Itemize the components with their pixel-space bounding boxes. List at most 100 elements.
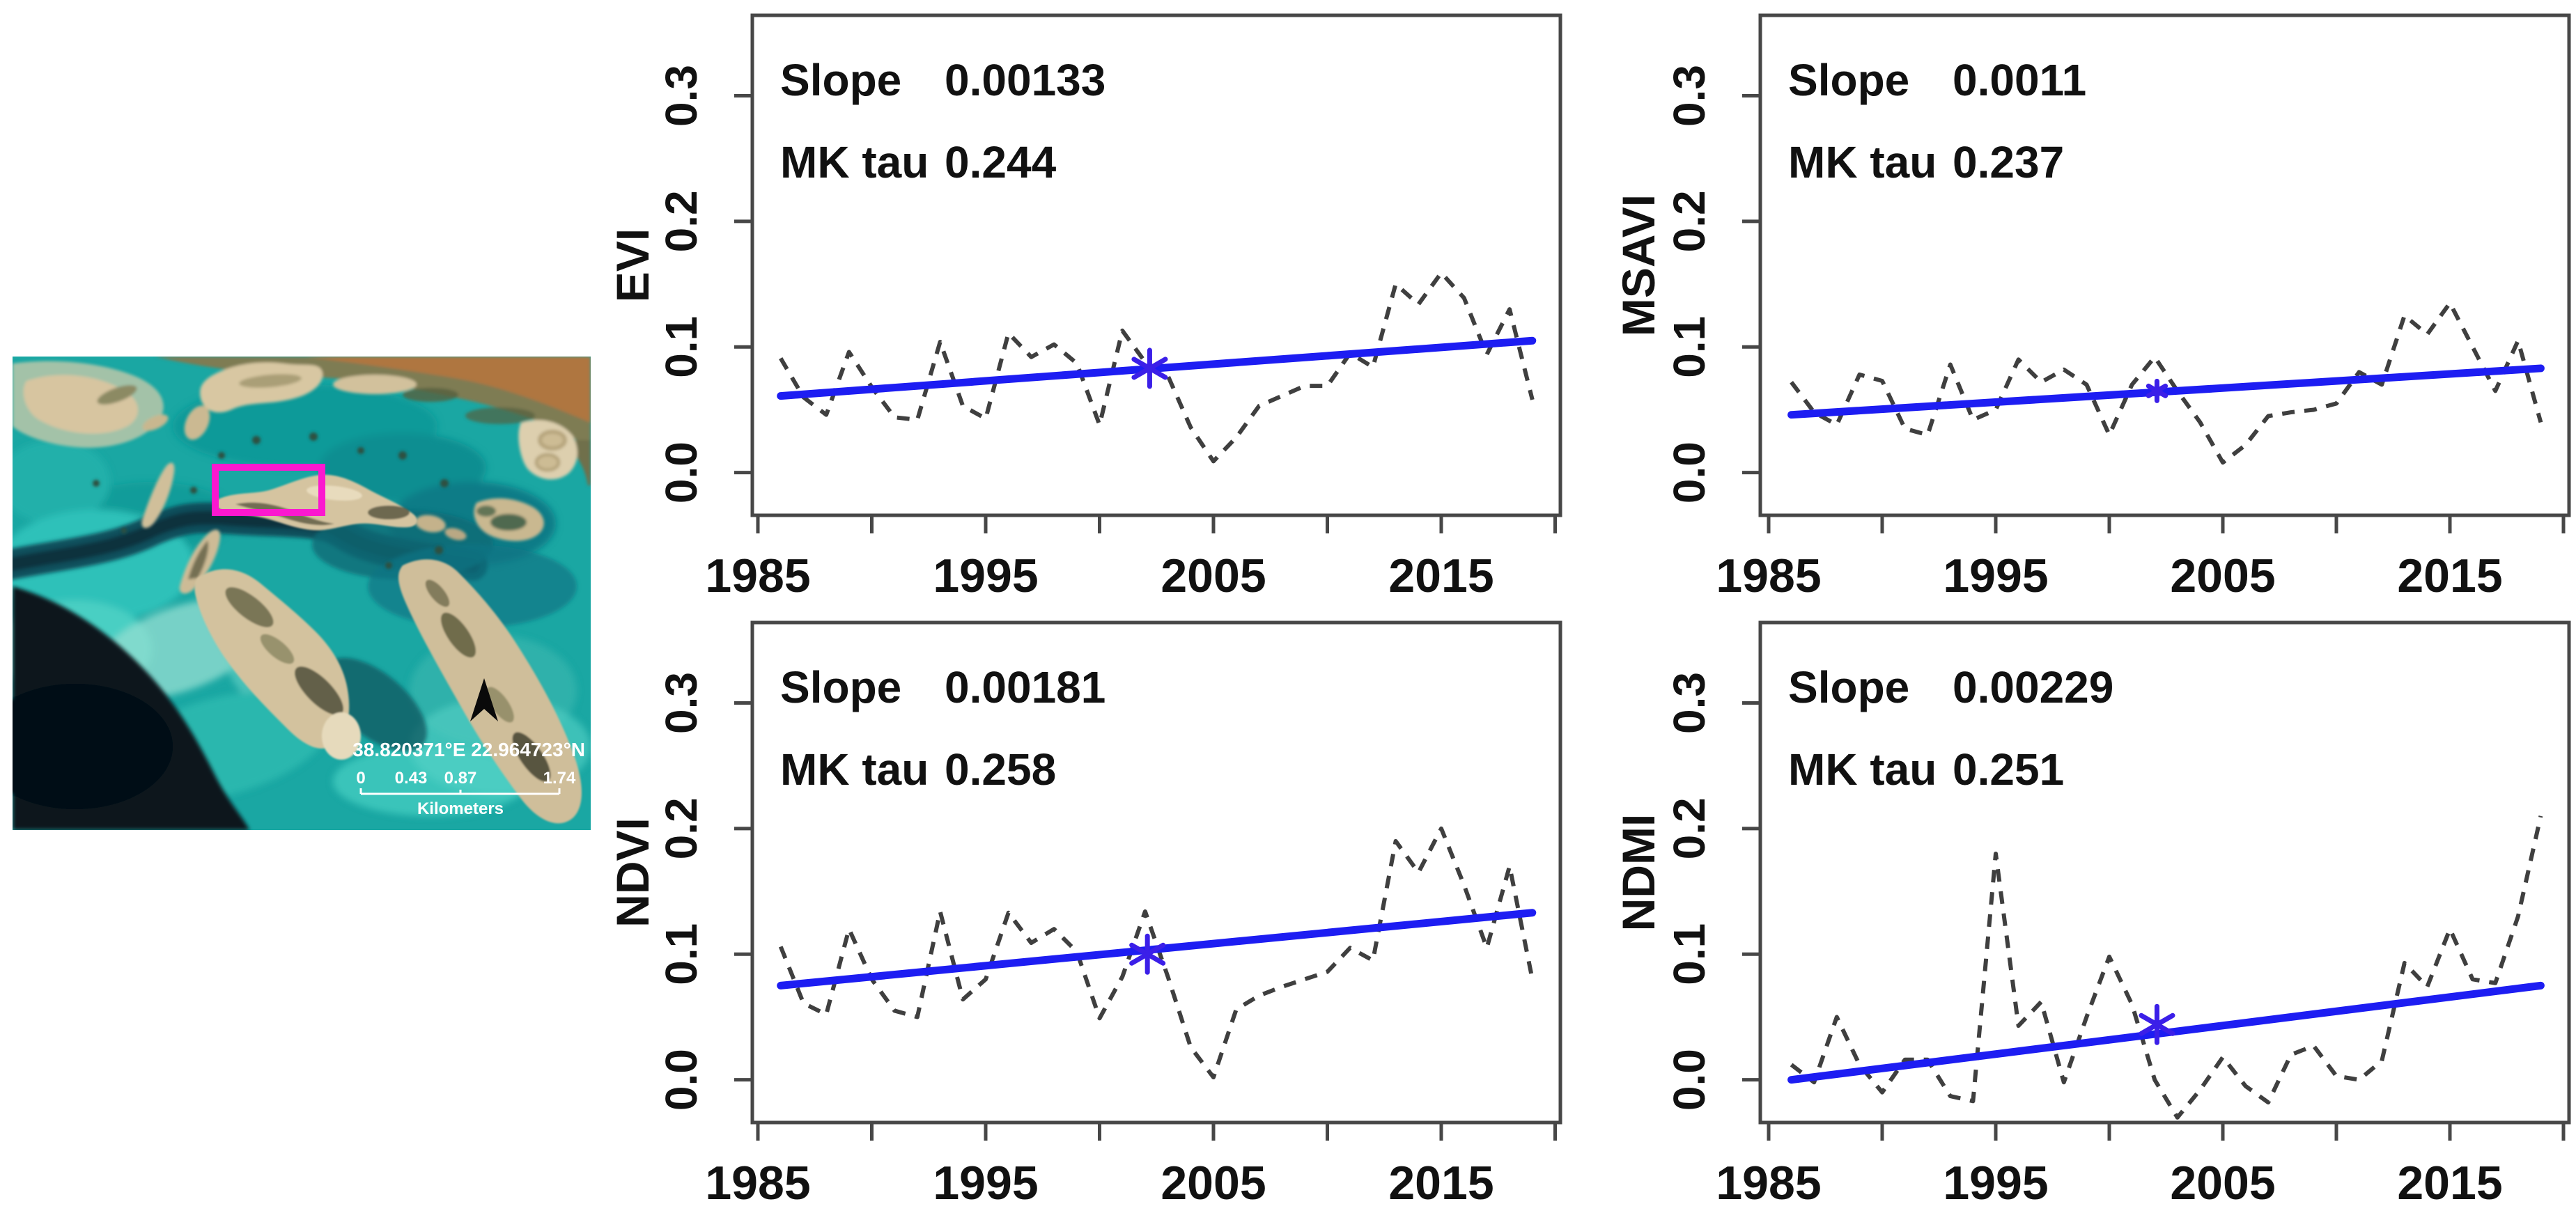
map-terrain-shape (440, 479, 449, 487)
map-terrain-shape (359, 788, 561, 795)
map-terrain-shape (534, 453, 561, 472)
y-axis-title-ndmi: NDMI (1613, 813, 1664, 932)
map-terrain-shape (323, 657, 427, 752)
x-axis-tick-label: 1985 (705, 549, 810, 602)
map-terrain-shape (121, 528, 127, 533)
y-axis-tick-label: 0.3 (656, 672, 706, 734)
x-axis-tick-label: 2015 (2397, 549, 2502, 602)
map-terrain-shape (476, 506, 496, 517)
slope-value: 0.00229 (1953, 662, 2114, 712)
x-axis-tick-label: 2005 (2170, 549, 2275, 602)
y-axis-title-msavi: MSAVI (1613, 194, 1664, 337)
y-axis-tick-label: 0.3 (1664, 65, 1714, 127)
mk-tau-label: MK tau (1788, 137, 1937, 187)
sen-slope-trend-line (777, 336, 1537, 400)
study-area-satellite-map: 38.820371°E 22.964723°N 0 0.43 0.87 1.74… (13, 357, 591, 830)
map-terrain-shape (93, 432, 449, 569)
slope-label: Slope (780, 662, 902, 712)
map-terrain-shape (194, 569, 350, 749)
mk-tau-value: 0.251 (1953, 744, 2065, 795)
scale-tick-0: 0 (356, 769, 365, 788)
y-axis-tick-label: 0.3 (1664, 672, 1714, 734)
y-axis-tick-label: 0.1 (656, 316, 706, 378)
y-axis-tick-label: 0.3 (656, 65, 706, 127)
map-terrain-shape (444, 528, 467, 540)
mk-tau-label: MK tau (780, 137, 929, 187)
annotation-ndvi: Slope 0.00181 MK tau 0.258 (780, 646, 1105, 811)
mk-tau-label: MK tau (780, 744, 929, 795)
x-axis-tick-label: 1985 (1716, 549, 1821, 602)
map-terrain-shape (512, 732, 551, 782)
map-terrain-shape (357, 447, 364, 454)
x-axis-tick-label: 1995 (933, 549, 1038, 602)
map-terrain-shape (486, 687, 514, 723)
y-axis-tick-label: 0.0 (656, 441, 706, 503)
x-axis-tick-label: 2015 (1388, 549, 1493, 602)
mk-tau-value: 0.237 (1953, 137, 2065, 187)
map-coordinates-label: 38.820371°E 22.964723°N (352, 739, 585, 760)
y-axis-tick-label: 0.2 (656, 190, 706, 252)
y-axis-tick-label: 0.0 (1664, 441, 1714, 503)
map-terrain-shape (188, 540, 209, 579)
slope-label: Slope (1788, 55, 1910, 105)
slope-label: Slope (780, 55, 902, 105)
map-terrain-shape (13, 684, 173, 809)
x-axis-tick-label: 2015 (2397, 1157, 2502, 1210)
annotation-ndmi: Slope 0.00229 MK tau 0.251 (1788, 646, 2113, 811)
y-axis-tick-label: 0.0 (1664, 1049, 1714, 1111)
map-terrain-shape (252, 436, 261, 444)
map-terrain-shape (563, 440, 591, 485)
mk-tau-value: 0.258 (945, 744, 1057, 795)
map-landmasses (13, 357, 591, 594)
annotation-evi: Slope 0.00133 MK tau 0.244 (780, 39, 1105, 203)
x-axis-tick-label: 2015 (1388, 1157, 1493, 1210)
scale-tick-1: 0.43 (395, 769, 428, 788)
map-terrain-shape (141, 462, 175, 529)
map-terrain-shape (415, 515, 446, 533)
slope-value: 0.00181 (945, 662, 1106, 712)
map-mainland-coast (155, 357, 591, 468)
y-axis-tick-label: 0.1 (656, 923, 706, 985)
map-central-islands (194, 474, 582, 824)
north-arrow-icon (470, 678, 498, 721)
map-terrain-shape (13, 440, 110, 524)
map-terrain-shape (538, 430, 567, 451)
y-axis-tick-label: 0.2 (656, 797, 706, 859)
change-point-star-marker (1129, 942, 1166, 966)
observed-series-line (1790, 301, 2543, 465)
y-axis-tick-label: 0.0 (656, 1049, 706, 1111)
sen-slope-trend-line (1787, 364, 2545, 419)
change-point-star-marker (2146, 383, 2168, 398)
map-highlight-box (212, 464, 325, 516)
map-terrain-shape (305, 357, 591, 423)
slope-value: 0.00133 (945, 55, 1106, 105)
map-terrain-shape (215, 474, 417, 531)
map-terrain-shape (93, 480, 100, 487)
map-terrain-shape (322, 712, 361, 760)
map-terrain-shape (295, 666, 343, 715)
map-terrain-shape (260, 634, 295, 664)
plot-frame (1758, 620, 2571, 1125)
slope-value: 0.0011 (1953, 55, 2087, 105)
scale-tick-2: 0.87 (444, 769, 477, 788)
x-axis-tick-label: 1995 (1943, 549, 2048, 602)
annotation-msavi: Slope 0.0011 MK tau 0.237 (1788, 39, 2086, 203)
y-axis-tick-label: 0.2 (1664, 190, 1714, 252)
x-axis-tick-label: 2005 (2170, 1157, 2275, 1210)
x-axis-tick-label: 1995 (933, 1157, 1038, 1210)
map-terrain-shape (218, 452, 225, 459)
plot-frame (1758, 13, 2571, 517)
map-terrain-shape (368, 506, 410, 519)
map-terrain-shape (190, 487, 197, 494)
x-axis-tick-label: 1985 (1716, 1157, 1821, 1210)
y-axis-tick-label: 0.2 (1664, 797, 1714, 859)
observed-series-line (1790, 815, 2543, 1120)
plot-frame (750, 13, 1562, 517)
map-terrain-shape (309, 432, 318, 441)
x-axis-tick-label: 1995 (1943, 1157, 2048, 1210)
map-terrain-shape (239, 374, 302, 388)
map-terrain-shape (184, 405, 210, 440)
mk-tau-label: MK tau (1788, 744, 1937, 795)
map-terrain-shape (385, 562, 392, 569)
